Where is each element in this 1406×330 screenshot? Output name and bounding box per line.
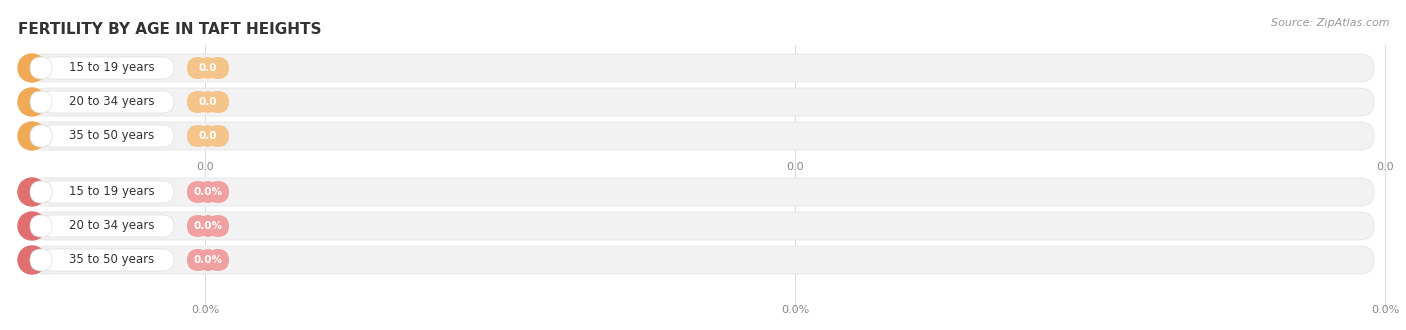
Text: 15 to 19 years: 15 to 19 years bbox=[69, 61, 155, 75]
FancyBboxPatch shape bbox=[32, 212, 1374, 240]
FancyBboxPatch shape bbox=[198, 215, 218, 237]
Text: 0.0: 0.0 bbox=[198, 63, 218, 73]
FancyBboxPatch shape bbox=[41, 249, 174, 271]
Text: 20 to 34 years: 20 to 34 years bbox=[69, 95, 155, 109]
Text: Source: ZipAtlas.com: Source: ZipAtlas.com bbox=[1271, 18, 1391, 28]
FancyBboxPatch shape bbox=[207, 215, 229, 237]
FancyBboxPatch shape bbox=[187, 215, 209, 237]
Circle shape bbox=[18, 88, 46, 116]
FancyBboxPatch shape bbox=[18, 212, 46, 240]
FancyBboxPatch shape bbox=[30, 91, 52, 113]
Circle shape bbox=[18, 178, 46, 206]
Text: 35 to 50 years: 35 to 50 years bbox=[69, 129, 155, 143]
Text: 20 to 34 years: 20 to 34 years bbox=[69, 219, 155, 233]
FancyBboxPatch shape bbox=[207, 181, 229, 203]
FancyBboxPatch shape bbox=[198, 249, 218, 271]
Text: 0.0%: 0.0% bbox=[191, 305, 219, 315]
Text: 0.0: 0.0 bbox=[786, 162, 804, 172]
FancyBboxPatch shape bbox=[207, 249, 229, 271]
Circle shape bbox=[18, 246, 46, 274]
FancyBboxPatch shape bbox=[30, 215, 52, 237]
FancyBboxPatch shape bbox=[18, 246, 46, 274]
Text: 0.0: 0.0 bbox=[197, 162, 214, 172]
Text: FERTILITY BY AGE IN TAFT HEIGHTS: FERTILITY BY AGE IN TAFT HEIGHTS bbox=[18, 22, 322, 37]
Text: 0.0: 0.0 bbox=[1376, 162, 1393, 172]
FancyBboxPatch shape bbox=[207, 57, 229, 79]
Circle shape bbox=[18, 212, 46, 240]
FancyBboxPatch shape bbox=[32, 122, 1374, 150]
FancyBboxPatch shape bbox=[187, 57, 209, 79]
FancyBboxPatch shape bbox=[32, 88, 1374, 116]
Text: 15 to 19 years: 15 to 19 years bbox=[69, 185, 155, 199]
FancyBboxPatch shape bbox=[41, 125, 174, 147]
Text: 0.0%: 0.0% bbox=[1371, 305, 1399, 315]
Text: 0.0%: 0.0% bbox=[194, 221, 222, 231]
FancyBboxPatch shape bbox=[198, 57, 218, 79]
FancyBboxPatch shape bbox=[41, 57, 174, 79]
FancyBboxPatch shape bbox=[41, 215, 174, 237]
Text: 35 to 50 years: 35 to 50 years bbox=[69, 253, 155, 267]
FancyBboxPatch shape bbox=[198, 125, 218, 147]
FancyBboxPatch shape bbox=[32, 178, 1374, 206]
Text: 0.0: 0.0 bbox=[198, 131, 218, 141]
Circle shape bbox=[18, 122, 46, 150]
FancyBboxPatch shape bbox=[187, 91, 209, 113]
FancyBboxPatch shape bbox=[30, 125, 52, 147]
FancyBboxPatch shape bbox=[32, 246, 1374, 274]
FancyBboxPatch shape bbox=[41, 181, 174, 203]
FancyBboxPatch shape bbox=[198, 91, 218, 113]
FancyBboxPatch shape bbox=[18, 178, 46, 206]
FancyBboxPatch shape bbox=[30, 181, 52, 203]
FancyBboxPatch shape bbox=[30, 249, 52, 271]
Text: 0.0%: 0.0% bbox=[194, 187, 222, 197]
Text: 0.0: 0.0 bbox=[198, 97, 218, 107]
FancyBboxPatch shape bbox=[41, 91, 174, 113]
FancyBboxPatch shape bbox=[30, 57, 52, 79]
FancyBboxPatch shape bbox=[207, 125, 229, 147]
FancyBboxPatch shape bbox=[18, 88, 46, 116]
Circle shape bbox=[18, 54, 46, 82]
FancyBboxPatch shape bbox=[32, 54, 1374, 82]
FancyBboxPatch shape bbox=[207, 91, 229, 113]
FancyBboxPatch shape bbox=[187, 181, 209, 203]
FancyBboxPatch shape bbox=[187, 249, 209, 271]
FancyBboxPatch shape bbox=[198, 181, 218, 203]
Text: 0.0%: 0.0% bbox=[194, 255, 222, 265]
Text: 0.0%: 0.0% bbox=[780, 305, 808, 315]
FancyBboxPatch shape bbox=[18, 122, 46, 150]
FancyBboxPatch shape bbox=[18, 54, 46, 82]
FancyBboxPatch shape bbox=[187, 125, 209, 147]
